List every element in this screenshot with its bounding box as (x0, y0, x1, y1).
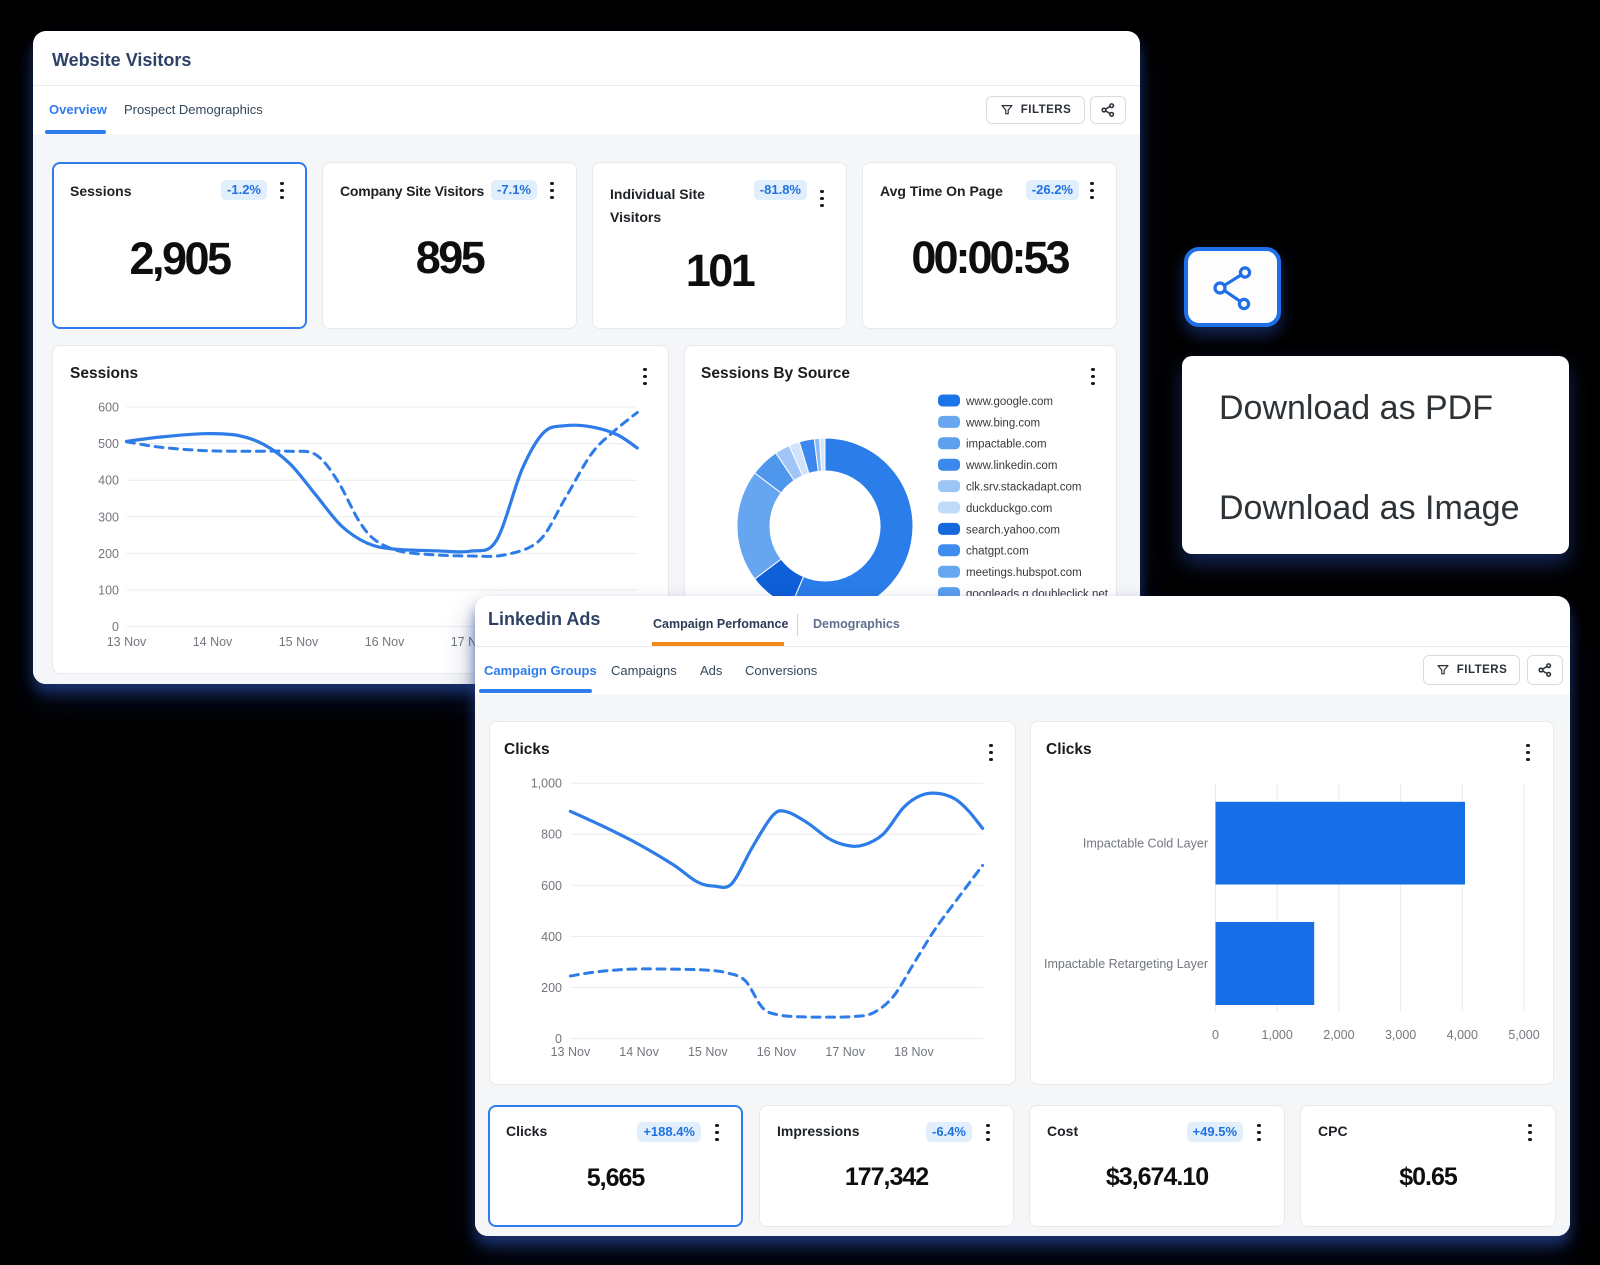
svg-text:200: 200 (98, 547, 119, 561)
svg-text:www.google.com: www.google.com (965, 396, 1053, 408)
svg-text:0: 0 (555, 1032, 562, 1046)
svg-text:200: 200 (541, 981, 562, 995)
svg-text:0: 0 (112, 620, 119, 634)
svg-text:0: 0 (1212, 1028, 1219, 1042)
svg-text:800: 800 (541, 828, 562, 842)
svg-text:13 Nov: 13 Nov (551, 1045, 591, 1059)
svg-text:1,000: 1,000 (531, 777, 562, 791)
svg-text:4,000: 4,000 (1447, 1028, 1478, 1042)
svg-text:2,000: 2,000 (1323, 1028, 1354, 1042)
svg-text:search.yahoo.com: search.yahoo.com (966, 524, 1060, 536)
svg-text:17 Nov: 17 Nov (825, 1045, 865, 1059)
svg-text:18 Nov: 18 Nov (894, 1045, 934, 1059)
svg-text:400: 400 (98, 474, 119, 488)
svg-text:Impactable Retargeting Layer: Impactable Retargeting Layer (1044, 957, 1208, 971)
svg-text:www.linkedin.com: www.linkedin.com (965, 460, 1057, 472)
svg-text:600: 600 (541, 879, 562, 893)
svg-text:600: 600 (98, 401, 119, 415)
svg-text:100: 100 (98, 584, 119, 598)
svg-text:16 Nov: 16 Nov (365, 635, 405, 649)
svg-text:15 Nov: 15 Nov (279, 635, 319, 649)
svg-text:duckduckgo.com: duckduckgo.com (966, 503, 1052, 515)
svg-text:www.bing.com: www.bing.com (965, 417, 1040, 429)
svg-text:1,000: 1,000 (1262, 1028, 1293, 1042)
svg-text:14 Nov: 14 Nov (619, 1045, 659, 1059)
svg-text:clk.srv.stackadapt.com: clk.srv.stackadapt.com (966, 482, 1081, 494)
svg-text:400: 400 (541, 930, 562, 944)
svg-text:chatgpt.com: chatgpt.com (966, 546, 1029, 558)
svg-text:14 Nov: 14 Nov (193, 635, 233, 649)
svg-text:meetings.hubspot.com: meetings.hubspot.com (966, 567, 1082, 579)
svg-text:15 Nov: 15 Nov (688, 1045, 728, 1059)
svg-text:5,000: 5,000 (1508, 1028, 1539, 1042)
svg-text:500: 500 (98, 437, 119, 451)
svg-text:13 Nov: 13 Nov (107, 635, 147, 649)
svg-text:impactable.com: impactable.com (966, 439, 1047, 451)
svg-text:3,000: 3,000 (1385, 1028, 1416, 1042)
svg-text:300: 300 (98, 510, 119, 524)
svg-text:16 Nov: 16 Nov (757, 1045, 797, 1059)
svg-text:Impactable Cold Layer: Impactable Cold Layer (1083, 837, 1208, 851)
